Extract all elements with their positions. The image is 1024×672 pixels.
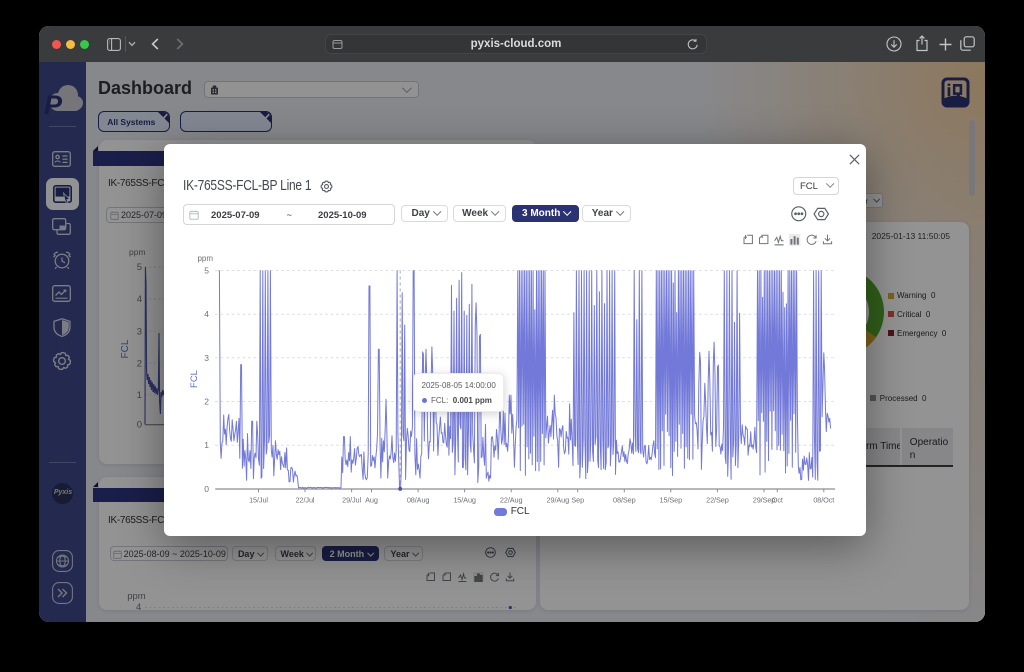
svg-text:2: 2 <box>204 397 209 407</box>
svg-text:29/Jul: 29/Jul <box>342 496 361 505</box>
svg-text:08/Oct: 08/Oct <box>813 496 834 505</box>
svg-text:5: 5 <box>137 262 142 273</box>
svg-text:0: 0 <box>204 484 209 494</box>
svg-text:FCL: FCL <box>120 339 131 358</box>
svg-text:4: 4 <box>137 294 142 305</box>
svg-text:08/Sep: 08/Sep <box>613 496 636 505</box>
svg-text:ppm: ppm <box>129 247 146 257</box>
svg-text:ppm: ppm <box>197 254 213 263</box>
svg-text:5: 5 <box>204 266 209 276</box>
svg-text:Oct: Oct <box>772 496 783 505</box>
svg-text:4: 4 <box>204 309 209 319</box>
svg-text:22/Sep: 22/Sep <box>706 496 729 505</box>
svg-text:15/Aug: 15/Aug <box>453 496 476 505</box>
svg-text:1: 1 <box>204 440 209 450</box>
svg-text:1: 1 <box>137 390 142 401</box>
svg-text:15/Jul: 15/Jul <box>249 496 268 505</box>
svg-text:15/Sep: 15/Sep <box>660 496 683 505</box>
svg-text:08/Aug: 08/Aug <box>407 496 430 505</box>
svg-text:22/Aug: 22/Aug <box>500 496 523 505</box>
svg-text:3: 3 <box>137 326 142 337</box>
svg-text:29/Sep: 29/Sep <box>753 496 776 505</box>
svg-text:29/Aug: 29/Aug <box>547 496 570 505</box>
svg-text:3: 3 <box>204 353 209 363</box>
svg-text:P: P <box>44 90 63 120</box>
svg-text:0: 0 <box>137 420 142 431</box>
svg-text:Aug: Aug <box>365 496 378 505</box>
svg-text:FCL: FCL <box>189 370 200 388</box>
svg-text:2: 2 <box>137 358 142 369</box>
svg-text:Sep: Sep <box>571 496 584 505</box>
svg-text:22/Jul: 22/Jul <box>296 496 315 505</box>
